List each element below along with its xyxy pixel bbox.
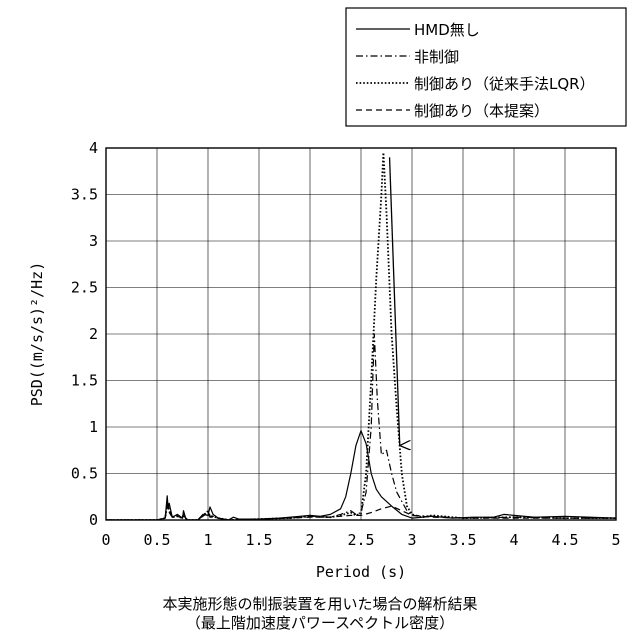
legend-label-3: 制御あり（従来手法LQR）	[414, 75, 595, 93]
y-tick-label: 1.5	[71, 372, 98, 390]
x-tick-label: 2.5	[347, 531, 374, 549]
x-tick-label: 1.5	[245, 531, 272, 549]
legend-label-4: 制御あり（本提案）	[414, 102, 549, 120]
legend-label-1: HMD無し	[414, 21, 480, 39]
y-tick-label: 3.5	[71, 186, 98, 204]
axis-ticks: 0 0.5 1 1.5 2 2.5 3 3.5 4 4.5 5 0 0.5 1 1.5 2 2.5 3 3.5 4	[71, 139, 621, 549]
x-axis-label: Period (s)	[316, 563, 406, 581]
y-tick-label: 2.5	[71, 279, 98, 297]
x-tick-label: 3.5	[449, 531, 476, 549]
y-tick-label: 1	[89, 418, 98, 436]
x-tick-label: 4.5	[551, 531, 578, 549]
y-tick-label: 0.5	[71, 465, 98, 483]
y-tick-label: 3	[89, 232, 98, 250]
figure-caption: 本実施形態の制振装置を用いた場合の解析結果	[0, 593, 640, 614]
x-tick-label: 5	[611, 531, 620, 549]
y-tick-label: 2	[89, 325, 98, 343]
x-tick-label: 2	[305, 531, 314, 549]
x-tick-label: 0.5	[143, 531, 170, 549]
legend: HMD無し非制御制御あり（従来手法LQR） 制御あり（本提案）	[346, 8, 626, 126]
y-axis-label: PSD((m/s/s)²/Hz)	[28, 262, 46, 407]
x-tick-label: 4	[509, 531, 518, 549]
figure-caption-subtitle: （最上階加速度パワースペクトル密度）	[0, 612, 640, 633]
x-tick-label: 3	[407, 531, 416, 549]
y-tick-label: 4	[89, 139, 98, 157]
x-tick-label: 0	[101, 531, 110, 549]
x-tick-label: 1	[203, 531, 212, 549]
grid-lines	[106, 148, 616, 520]
legend-label-2: 非制御	[414, 48, 459, 66]
y-tick-label: 0	[89, 511, 98, 529]
